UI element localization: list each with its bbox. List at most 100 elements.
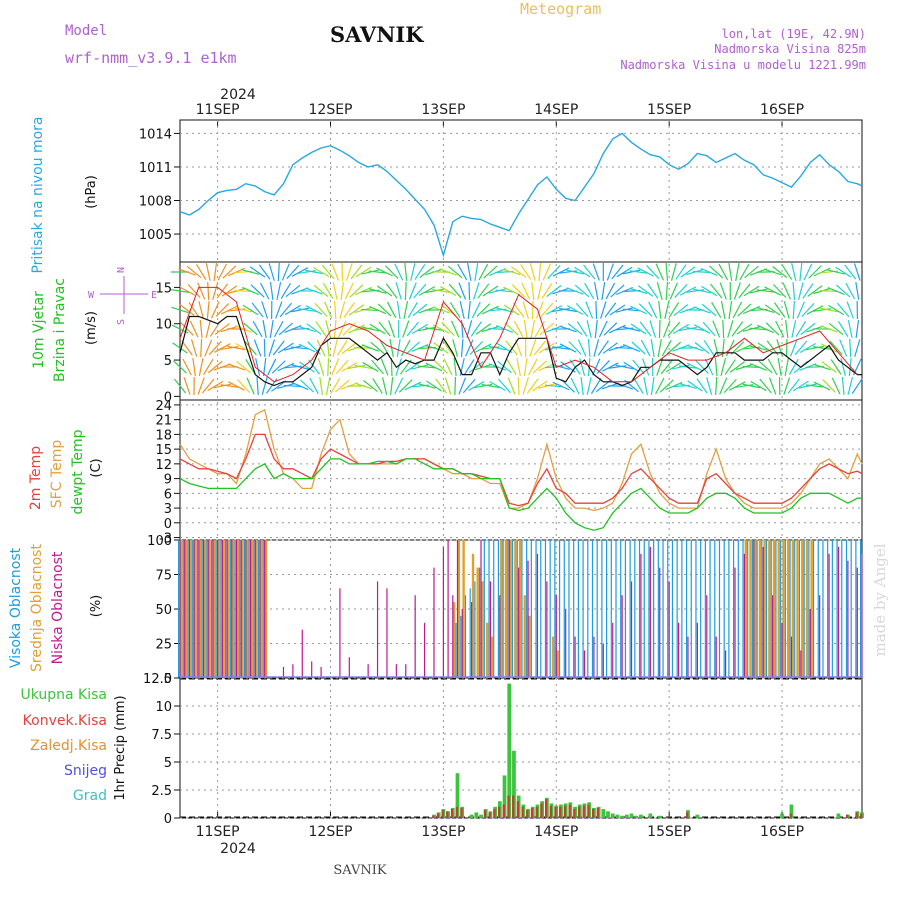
wind-barb bbox=[332, 339, 338, 357]
wind-barb bbox=[183, 377, 191, 395]
wind-unit: (m/s) bbox=[84, 311, 99, 345]
wind-label-1: 10m Vjetar bbox=[31, 291, 47, 369]
precip-conv-bar bbox=[488, 812, 491, 818]
wind-barb bbox=[849, 338, 852, 358]
wind-barb bbox=[251, 302, 264, 318]
wind-barb bbox=[732, 301, 743, 319]
wind-barb bbox=[750, 380, 767, 392]
wind-barb bbox=[466, 320, 473, 338]
wind-barb bbox=[325, 320, 332, 338]
wind-barb bbox=[666, 341, 682, 355]
wind-barb bbox=[799, 342, 816, 354]
wind-barb bbox=[404, 361, 421, 373]
bottom-day-label: 12SEP bbox=[309, 824, 353, 840]
wind-barb bbox=[268, 263, 275, 281]
wind-barb bbox=[377, 303, 392, 317]
wind-barb bbox=[291, 364, 309, 370]
top-year-label: 2024 bbox=[220, 87, 256, 103]
wind-barb bbox=[808, 265, 822, 279]
wind-barb bbox=[372, 378, 383, 394]
wind-barb bbox=[650, 339, 655, 357]
wind-barb bbox=[278, 322, 293, 336]
wind-barb bbox=[298, 343, 316, 353]
wind-barb bbox=[441, 322, 455, 336]
wind-barb bbox=[243, 322, 258, 336]
wind-barb bbox=[283, 345, 302, 351]
wind-barb bbox=[733, 282, 741, 300]
wind-barb bbox=[398, 379, 413, 393]
wind-barb bbox=[207, 281, 210, 301]
pressure-label: Pritisak na nivou mora bbox=[30, 116, 46, 273]
wind-barb bbox=[530, 320, 536, 338]
wind-barb bbox=[298, 325, 316, 333]
wind-barb bbox=[738, 283, 751, 299]
wind-barb bbox=[326, 338, 330, 358]
wind-barb bbox=[220, 345, 239, 351]
wind-barb bbox=[712, 320, 721, 338]
wind-barb bbox=[522, 301, 529, 319]
wind-barb bbox=[426, 380, 442, 392]
wind-barb bbox=[828, 304, 845, 316]
precip-conv-bar bbox=[568, 804, 571, 818]
wind-barb bbox=[854, 339, 861, 357]
wind-barb bbox=[262, 320, 267, 338]
wind-barb bbox=[610, 284, 625, 298]
precip-conv-bar bbox=[441, 810, 444, 818]
bottom-day-label: 15SEP bbox=[647, 824, 691, 840]
precip-conv-bar bbox=[483, 810, 487, 818]
wind-barb bbox=[643, 377, 649, 395]
wind-barb bbox=[719, 377, 728, 395]
wind-barb bbox=[385, 283, 398, 299]
precip-conv-bar bbox=[544, 798, 548, 818]
wind-barb bbox=[205, 263, 211, 281]
wind-barb bbox=[513, 320, 524, 338]
wind-barb bbox=[417, 326, 436, 332]
precip-conv-bar bbox=[860, 813, 863, 818]
precip-total-bar bbox=[789, 804, 794, 818]
wind-barb bbox=[178, 268, 196, 276]
wind-barb bbox=[586, 377, 592, 395]
wind-barb bbox=[538, 262, 542, 282]
wind-barb bbox=[749, 363, 768, 371]
wind-barb bbox=[669, 282, 679, 300]
wind-barb bbox=[629, 270, 648, 274]
dewpt-temp-line bbox=[179, 458, 862, 531]
wind-barb bbox=[724, 359, 736, 375]
wind-barb bbox=[317, 358, 325, 376]
wind-barb bbox=[349, 284, 364, 298]
cloud-label-low: Niska Oblacnost bbox=[50, 551, 66, 664]
wind-barb bbox=[579, 358, 586, 376]
wind-barb bbox=[551, 346, 570, 350]
wind-barb bbox=[559, 325, 577, 333]
wind-y-axis: 0 5 10 15 bbox=[155, 281, 180, 405]
bottom-day-label: 11SEP bbox=[196, 824, 240, 840]
wind-barb bbox=[679, 383, 697, 389]
wind-barb bbox=[695, 360, 709, 374]
wind-barb bbox=[686, 362, 704, 372]
wind-barb bbox=[410, 364, 429, 370]
wind-barb bbox=[277, 342, 294, 354]
wind-barb bbox=[802, 283, 814, 299]
elevation-label: Nadmorska Visina 825m bbox=[714, 42, 866, 56]
wind-barb bbox=[648, 301, 658, 319]
top-day-label: 11SEP bbox=[196, 102, 240, 118]
wind-barb bbox=[655, 263, 664, 281]
precip-total-bar bbox=[624, 814, 629, 818]
wind-barb bbox=[537, 282, 543, 300]
wind-barb bbox=[477, 283, 490, 299]
wind-barb bbox=[650, 377, 655, 395]
wind-barb bbox=[272, 340, 285, 356]
wind-barb bbox=[829, 340, 843, 356]
wind-barb bbox=[178, 286, 196, 296]
wind-barb bbox=[396, 339, 401, 357]
wind-barb bbox=[576, 321, 588, 337]
wind-barb bbox=[679, 286, 697, 296]
wind-barb bbox=[489, 381, 506, 391]
wind-barb bbox=[458, 377, 467, 395]
wind-ytick-label: 5 bbox=[164, 354, 172, 369]
precip-total-bar bbox=[479, 814, 483, 818]
wind-barb bbox=[279, 302, 293, 318]
wind-barb bbox=[285, 284, 301, 298]
wind-barb bbox=[378, 321, 391, 337]
wind-barb bbox=[559, 343, 577, 353]
